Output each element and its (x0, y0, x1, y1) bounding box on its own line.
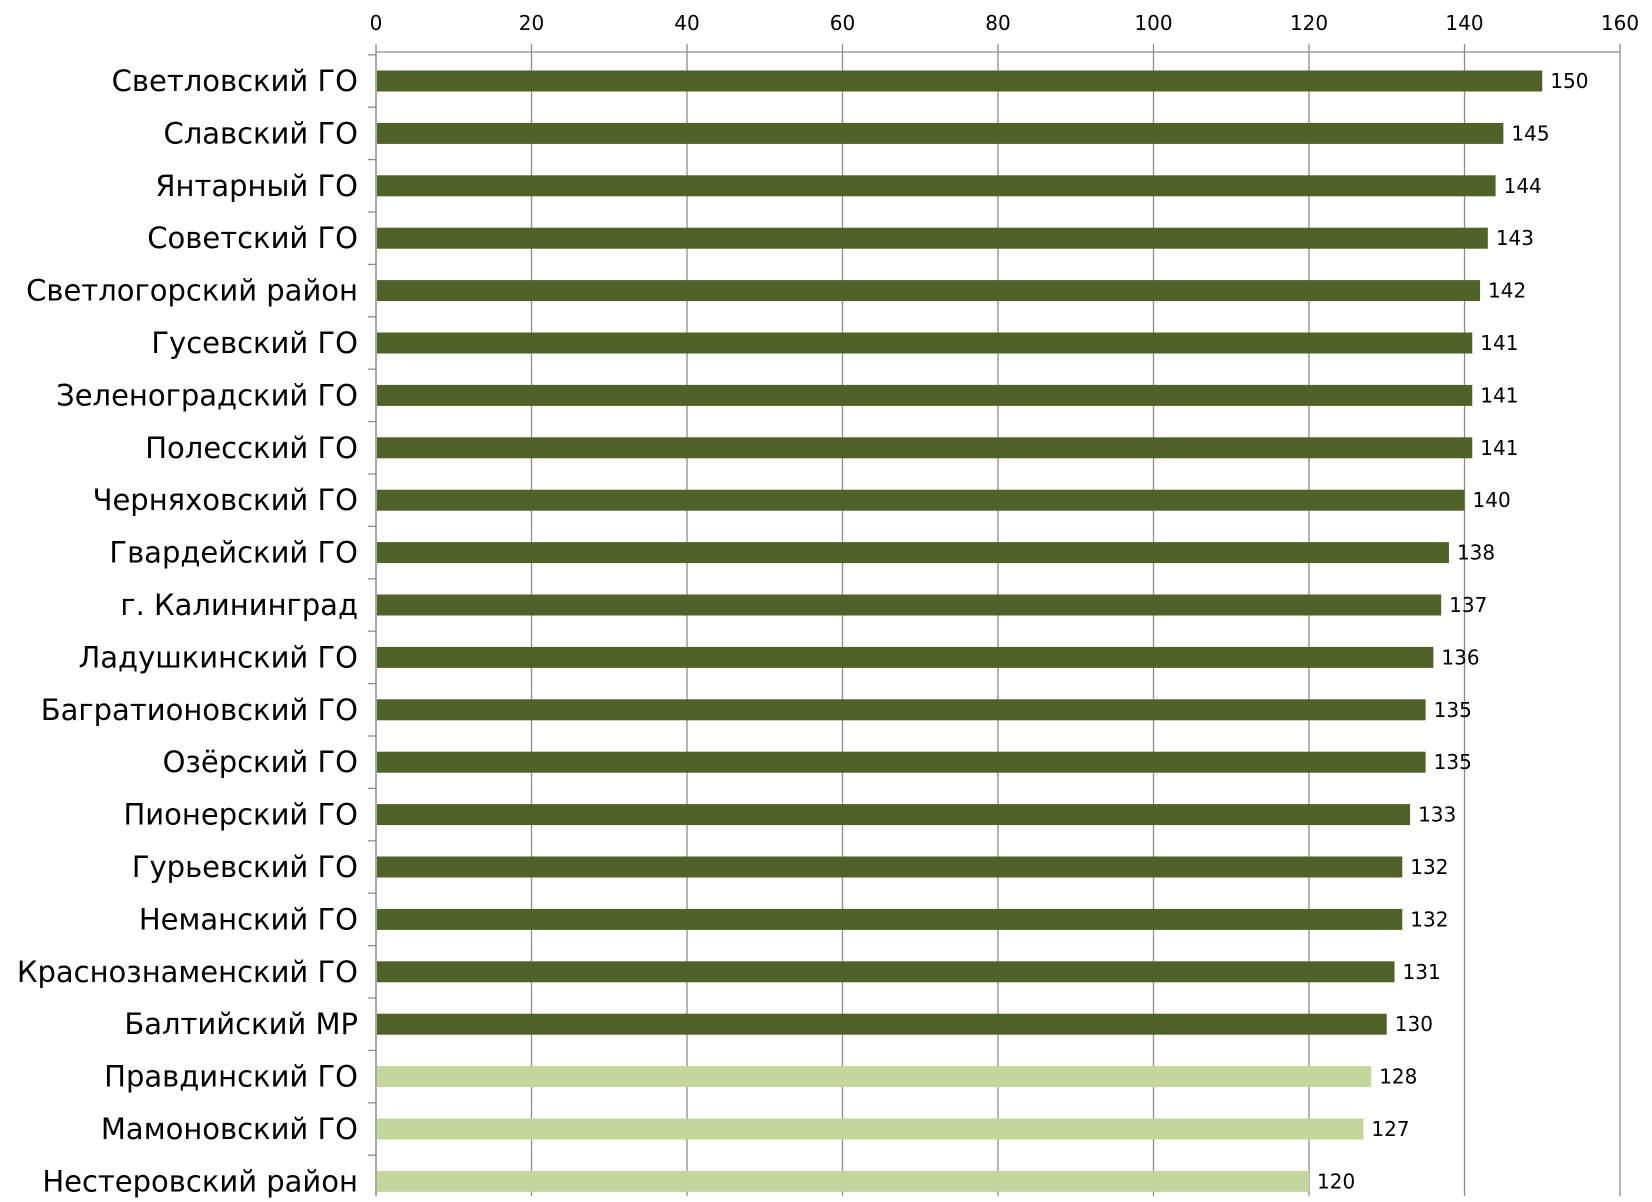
category-label: Неманский ГО (139, 902, 358, 936)
data-label: 144 (1504, 174, 1542, 198)
category-label: Озёрский ГО (163, 745, 358, 779)
bar (377, 332, 1473, 354)
bar (377, 594, 1442, 616)
bar (377, 122, 1504, 144)
category-labels: Светловский ГО Славский ГО Янтарный ГО Сове… (17, 64, 358, 1198)
bar (377, 542, 1449, 564)
bar (377, 804, 1411, 826)
data-label: 130 (1395, 1012, 1433, 1036)
bar (377, 175, 1496, 197)
data-label: 141 (1480, 436, 1518, 460)
bar (377, 70, 1543, 92)
category-label: Ладушкинский ГО (78, 640, 358, 674)
category-label: Зеленоградский ГО (56, 378, 358, 412)
bar (377, 1013, 1387, 1035)
data-label: 135 (1434, 750, 1472, 774)
data-label: 143 (1496, 226, 1534, 250)
data-labels: 150 145 144 143 142 141 141 141 140 138 137 136 135 1… (1317, 69, 1588, 1193)
data-label: 133 (1418, 803, 1456, 827)
x-tick-label: 0 (370, 11, 383, 35)
bar (377, 856, 1403, 878)
category-label: Пионерский ГО (124, 798, 359, 832)
axes (368, 44, 1621, 1196)
data-label: 132 (1410, 907, 1448, 931)
data-label: 135 (1434, 698, 1472, 722)
category-label: Нестеровский район (42, 1164, 358, 1198)
category-label: Советский ГО (147, 221, 358, 255)
bar (377, 227, 1488, 249)
bar (377, 751, 1426, 773)
category-label: Гурьевский ГО (132, 850, 358, 884)
category-label: Гусевский ГО (151, 326, 358, 360)
data-label: 140 (1473, 488, 1511, 512)
bar (377, 1170, 1309, 1192)
x-tick-labels: 0 20 40 60 80 100 120 140 160 (370, 11, 1639, 35)
category-label: Балтийский МР (124, 1007, 358, 1041)
x-tick-label: 140 (1445, 11, 1483, 35)
data-label: 120 (1317, 1169, 1355, 1193)
data-label: 131 (1403, 960, 1441, 984)
data-label: 150 (1550, 69, 1588, 93)
x-tick-label: 100 (1134, 11, 1172, 35)
x-tick-label: 20 (519, 11, 544, 35)
data-label: 128 (1379, 1065, 1417, 1089)
category-label: Гвардейский ГО (109, 536, 358, 570)
data-label: 127 (1371, 1117, 1409, 1141)
bar (377, 1066, 1372, 1088)
x-tick-label: 80 (985, 11, 1010, 35)
category-label: Багратионовский ГО (41, 693, 358, 727)
bar (377, 489, 1465, 511)
x-tick-label: 120 (1290, 11, 1328, 35)
bars (377, 70, 1543, 1192)
x-tick-label: 160 (1601, 11, 1639, 35)
category-label: Полесский ГО (145, 431, 358, 465)
category-label: Правдинский ГО (104, 1060, 358, 1094)
category-label: Мамоновский ГО (101, 1112, 358, 1146)
data-label: 145 (1511, 121, 1549, 145)
x-tick-label: 40 (674, 11, 699, 35)
data-label: 138 (1457, 541, 1495, 565)
data-label: 137 (1449, 593, 1487, 617)
data-label: 132 (1410, 855, 1448, 879)
category-label: Славский ГО (163, 116, 358, 150)
data-label: 141 (1480, 331, 1518, 355)
bar (377, 280, 1481, 302)
bar (377, 1118, 1364, 1140)
category-label: Светловский ГО (112, 64, 358, 98)
category-label: г. Калининград (120, 588, 358, 622)
bar (377, 646, 1434, 668)
bar (377, 437, 1473, 459)
bar (377, 699, 1426, 721)
category-label: Светлогорский район (26, 274, 358, 308)
data-label: 142 (1488, 279, 1526, 303)
data-label: 141 (1480, 383, 1518, 407)
x-tick-label: 60 (830, 11, 855, 35)
bar (377, 961, 1395, 983)
category-label: Черняховский ГО (93, 483, 358, 517)
category-label: Янтарный ГО (155, 169, 358, 203)
bar (377, 384, 1473, 406)
bar (377, 908, 1403, 930)
data-label: 136 (1441, 645, 1479, 669)
category-label: Краснознаменский ГО (17, 955, 358, 989)
